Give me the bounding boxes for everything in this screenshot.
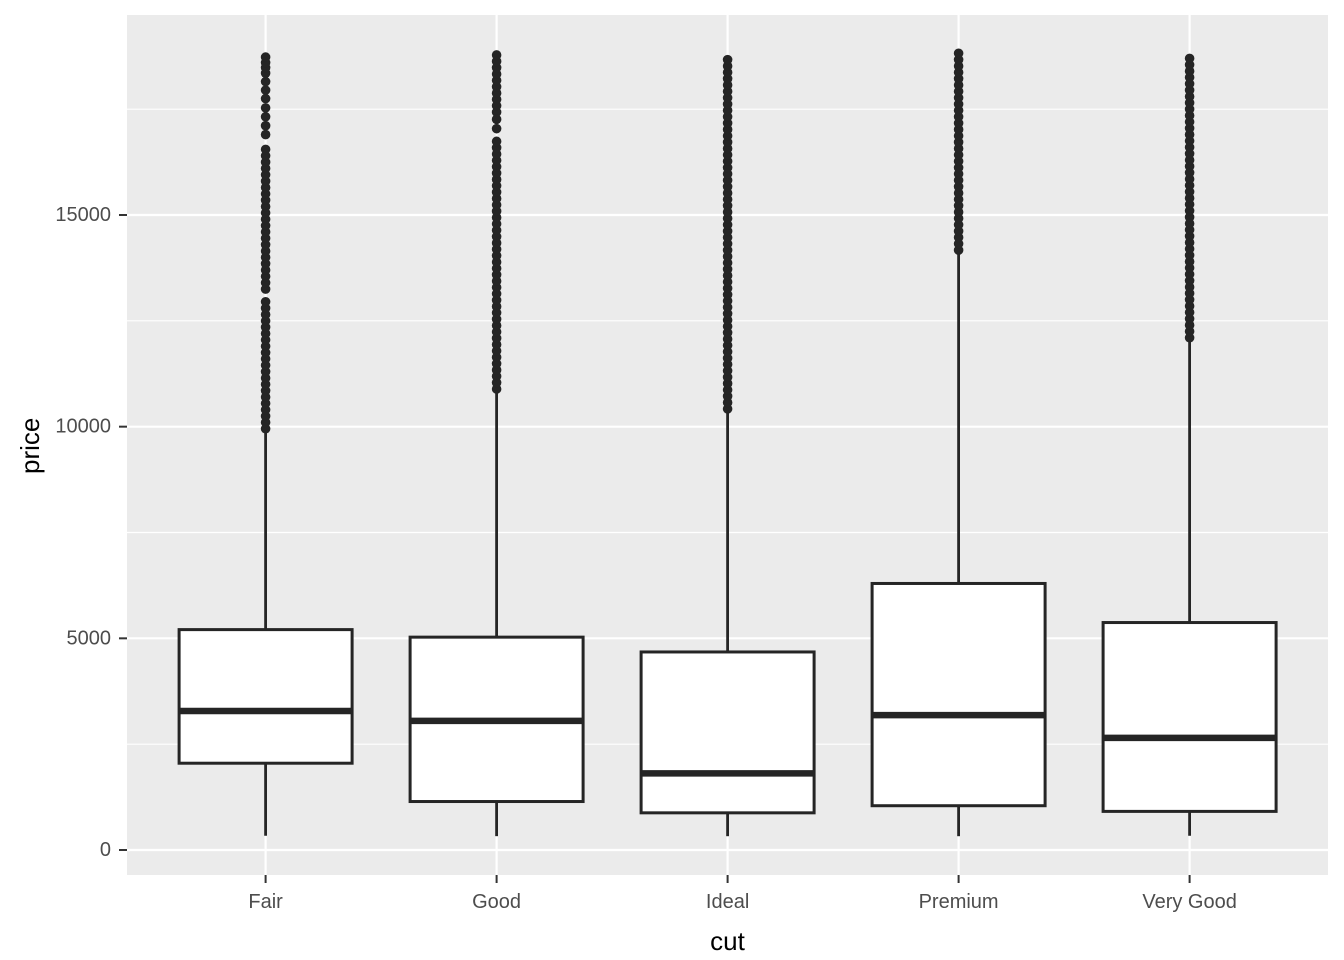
outlier-point	[260, 120, 271, 131]
iqr-box	[639, 650, 816, 815]
outlier-point	[1184, 53, 1195, 64]
x-tick-label: Very Good	[1142, 891, 1237, 913]
outlier-points	[722, 54, 733, 414]
outlier-point	[260, 129, 271, 140]
y-tick-label: 15000	[55, 204, 111, 226]
outlier-point	[491, 136, 502, 147]
x-tick-labels: Fair Good Ideal Premium Very Good	[248, 891, 1236, 913]
iqr-box	[1101, 621, 1278, 813]
axis-tick-marks	[119, 214, 1191, 883]
outlier-point	[260, 103, 271, 113]
y-tick-labels: 0 5000 10000 15000	[55, 204, 111, 861]
y-tick-label: 0	[100, 839, 111, 861]
outlier-points	[260, 52, 271, 434]
y-axis-title: price	[15, 417, 45, 474]
outlier-point	[260, 93, 271, 104]
y-tick-label: 10000	[55, 416, 111, 438]
iqr-box	[870, 581, 1047, 808]
outlier-point	[260, 85, 271, 95]
outlier-point	[491, 50, 502, 60]
iqr-box	[177, 628, 354, 765]
boxplot-ideal	[639, 54, 816, 837]
outlier-point	[260, 76, 271, 87]
boxplot-very-good	[1101, 53, 1278, 836]
x-tick-label: Fair	[248, 891, 283, 913]
outlier-points	[953, 48, 964, 255]
outlier-points	[491, 50, 502, 394]
outlier-point	[260, 144, 271, 155]
x-axis-title: cut	[710, 926, 745, 956]
outlier-point	[260, 52, 271, 62]
y-tick-label: 5000	[67, 627, 112, 649]
outlier-point	[260, 296, 271, 307]
x-tick-label: Good	[472, 891, 521, 913]
x-tick-label: Premium	[919, 891, 999, 913]
outlier-points	[1184, 53, 1195, 343]
boxplot-premium	[870, 48, 1047, 837]
x-tick-label: Ideal	[706, 891, 749, 913]
outlier-point	[491, 123, 502, 134]
outlier-point	[953, 48, 964, 59]
outlier-point	[722, 54, 733, 65]
outlier-point	[491, 114, 502, 125]
boxplot-good	[408, 50, 585, 837]
outlier-point	[260, 111, 271, 122]
boxplot-fair	[177, 52, 354, 836]
